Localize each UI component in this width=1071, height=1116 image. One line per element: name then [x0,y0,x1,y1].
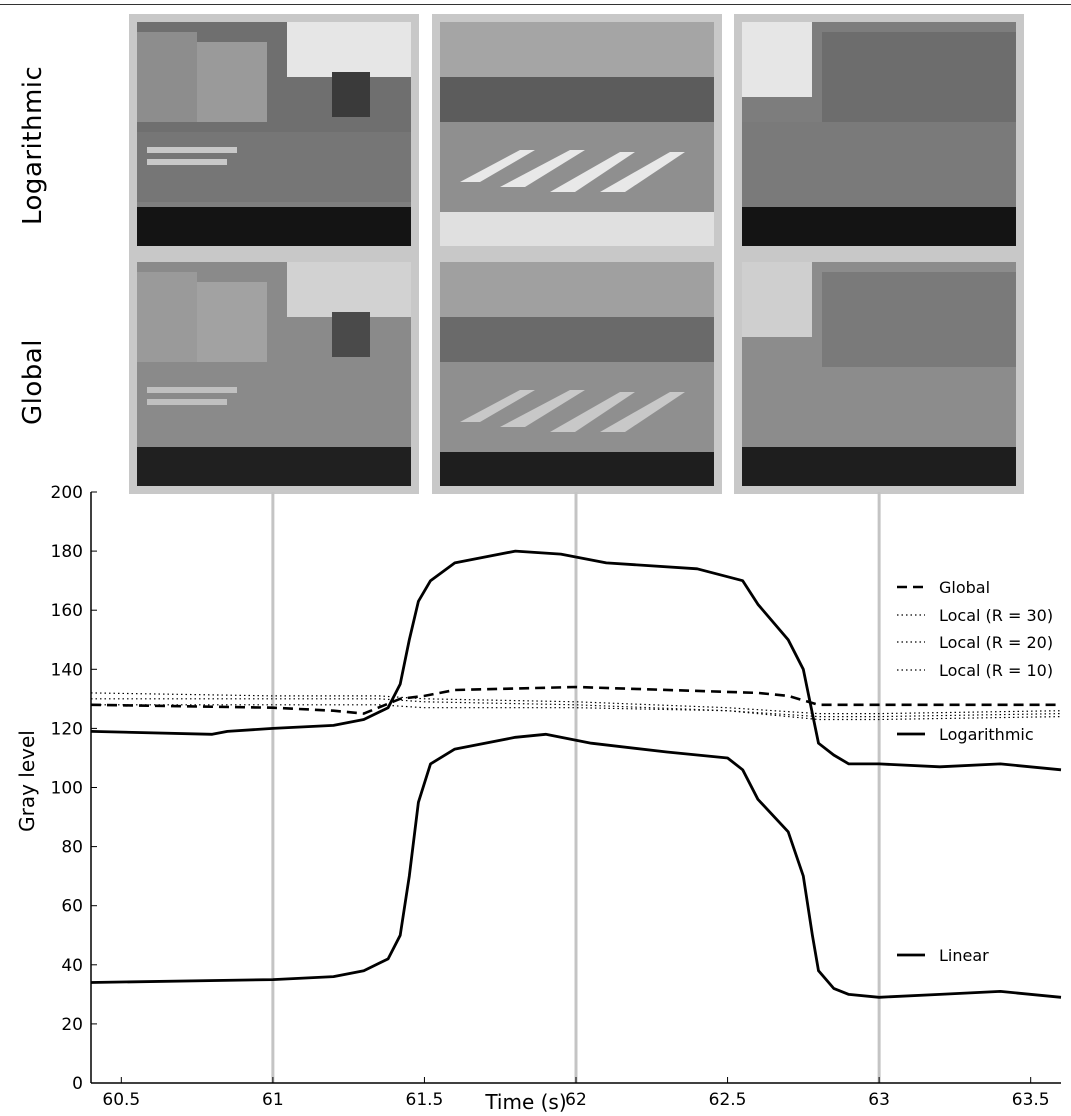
thumbnail-logarithmic-t62 [432,14,722,254]
series-line-logarithmic [90,549,1062,772]
series-line-linear [90,732,1062,999]
x-tick-label: 63 [868,1090,890,1110]
series-line-local-r-30 [90,692,1062,715]
y-axis-title: Gray level [15,730,39,832]
y-tick-label: 180 [51,542,83,562]
y-tick-label: 60 [61,897,83,917]
top-border-line [0,4,1071,5]
x-tick-label: 61.5 [406,1090,444,1110]
y-tick-label: 100 [51,779,83,799]
x-tick-label: 61 [262,1090,284,1110]
thumbnail-global-t62 [432,254,722,494]
y-tick-label: 140 [51,660,83,680]
thumbnail-global-t63 [734,254,1024,494]
thumbnail-global-t61 [129,254,419,494]
y-tick-label: 0 [72,1074,83,1094]
series-line-global [90,685,1061,715]
legend-label: Local (R = 20) [939,633,1053,652]
y-tick-label: 20 [61,1015,83,1035]
y-tick-label: 160 [51,601,83,621]
y-tick-label: 200 [51,483,83,503]
legend-label: Global [939,578,990,597]
series-line-local-r-10 [91,704,1062,721]
y-tick-label: 80 [61,838,83,858]
x-tick-label: 62.5 [709,1090,747,1110]
series-line-local-r-20 [91,698,1062,718]
x-tick-label: 63.5 [1012,1090,1050,1110]
legend-label: Linear [939,946,989,965]
x-axis-title: Time (s) [484,1090,566,1114]
legend-label: Local (R = 10) [939,661,1053,680]
thumbnail-logarithmic-t61 [129,14,419,254]
legend-label: Logarithmic [939,725,1034,744]
legend-label: Local (R = 30) [939,606,1053,625]
x-tick-label: 62 [565,1090,587,1110]
thumbnail-logarithmic-t63 [734,14,1024,254]
y-tick-label: 120 [51,719,83,739]
x-tick-label: 60.5 [102,1090,140,1110]
y-tick-label: 40 [61,956,83,976]
